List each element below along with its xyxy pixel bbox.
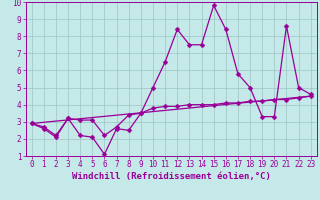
X-axis label: Windchill (Refroidissement éolien,°C): Windchill (Refroidissement éolien,°C) <box>72 172 271 181</box>
